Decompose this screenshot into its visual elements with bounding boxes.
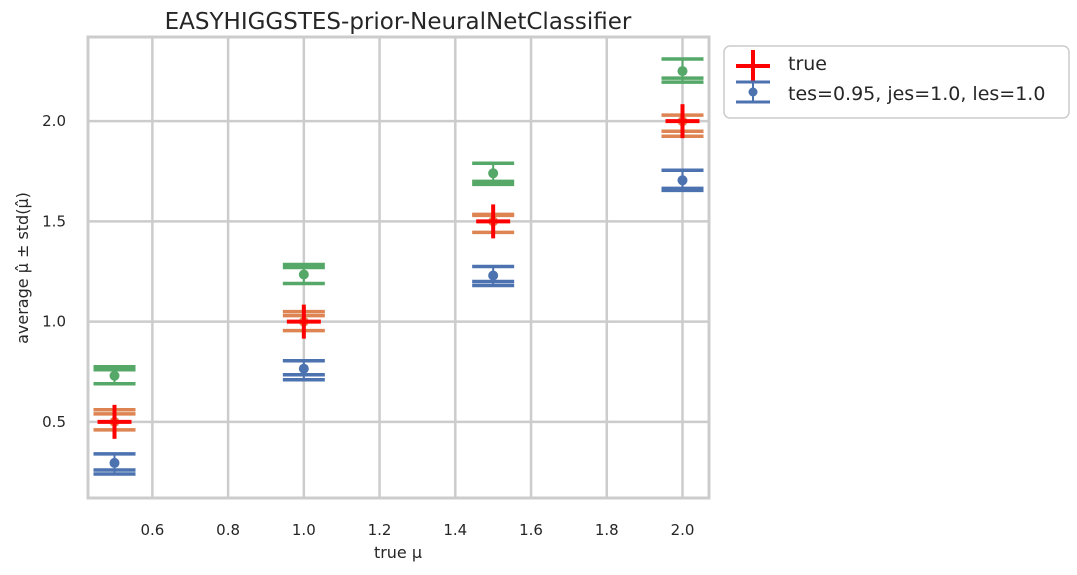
data-point [488,270,499,281]
plot-area-frame [86,35,711,500]
legend-marker-true [736,50,770,82]
x-axis-label: true μ [374,543,422,562]
data-point [109,457,120,468]
data-point [677,66,688,77]
data-point [677,175,688,186]
x-tick-label: 1.6 [519,521,543,539]
chart-title: EASYHIGGSTES-prior-NeuralNetClassifier [165,9,632,35]
data-marks [93,57,704,476]
x-tick-label: 0.6 [140,521,164,539]
legend-label-series: tes=0.95, jes=1.0, les=1.0 [788,83,1045,105]
data-point [298,363,309,374]
tick-labels: 0.6 0.8 1.0 1.2 1.4 1.6 1.8 2.0 0.5 1.0 1.5 2.0 [42,112,694,539]
data-point [298,269,309,280]
legend-box [723,45,1070,119]
x-tick-label: 1.2 [368,521,392,539]
y-tick-label: 1.5 [42,212,66,230]
data-point [488,168,499,179]
y-tick-label: 0.5 [42,413,66,431]
x-tick-label: 0.8 [216,521,240,539]
legend-label-true: true [788,53,827,75]
x-tick-label: 1.0 [292,521,316,539]
x-tick-label: 1.8 [595,521,619,539]
x-tick-label: 1.4 [443,521,467,539]
y-tick-label: 1.0 [42,313,66,331]
legend: true tes=0.95, jes=1.0, les=1.0 [723,45,1070,119]
y-tick-label: 2.0 [42,112,66,130]
legend-marker-blue [736,80,770,104]
y-axis-label: average μ̂ ± std(μ̂) [13,192,32,344]
data-point [109,370,120,381]
x-tick-label: 2.0 [671,521,695,539]
